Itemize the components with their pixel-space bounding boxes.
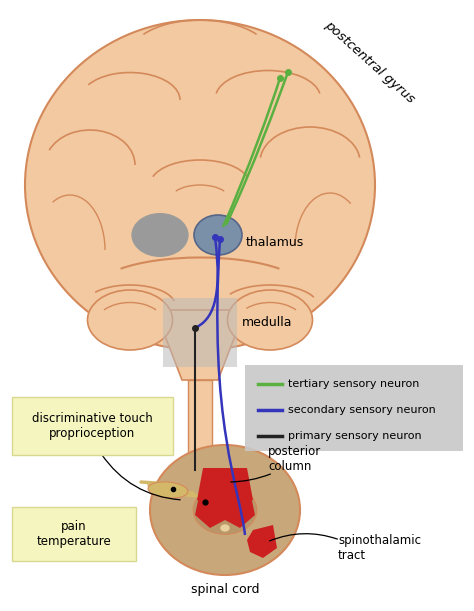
- Ellipse shape: [25, 20, 375, 350]
- Text: postcentral gyrus: postcentral gyrus: [322, 18, 418, 106]
- Ellipse shape: [88, 290, 173, 350]
- Text: spinal cord: spinal cord: [191, 584, 259, 596]
- Polygon shape: [197, 468, 253, 505]
- Ellipse shape: [150, 445, 300, 575]
- Text: discriminative touch
proprioception: discriminative touch proprioception: [32, 412, 153, 440]
- FancyBboxPatch shape: [12, 507, 136, 561]
- Text: secondary sensory neuron: secondary sensory neuron: [288, 405, 436, 415]
- FancyBboxPatch shape: [163, 298, 237, 367]
- Ellipse shape: [194, 215, 242, 255]
- Text: primary sensory neuron: primary sensory neuron: [288, 431, 422, 441]
- FancyBboxPatch shape: [245, 365, 463, 451]
- Polygon shape: [247, 525, 277, 558]
- Ellipse shape: [193, 486, 257, 535]
- Text: posterior
column: posterior column: [268, 445, 321, 473]
- Polygon shape: [195, 468, 255, 528]
- FancyBboxPatch shape: [12, 397, 173, 455]
- Text: pain
temperature: pain temperature: [36, 520, 111, 548]
- Text: thalamus: thalamus: [246, 236, 304, 249]
- Text: tertiary sensory neuron: tertiary sensory neuron: [288, 379, 419, 389]
- Text: medulla: medulla: [242, 315, 292, 329]
- Text: spinothalamic
tract: spinothalamic tract: [338, 534, 421, 562]
- Ellipse shape: [131, 213, 189, 257]
- Ellipse shape: [220, 524, 230, 532]
- Ellipse shape: [148, 482, 188, 498]
- Polygon shape: [188, 380, 212, 490]
- Polygon shape: [155, 310, 245, 380]
- Ellipse shape: [228, 290, 312, 350]
